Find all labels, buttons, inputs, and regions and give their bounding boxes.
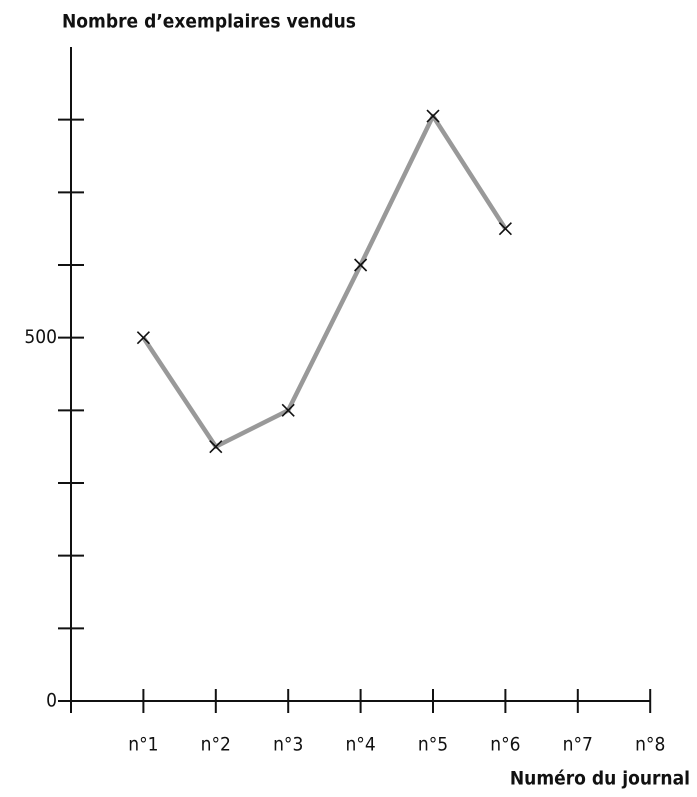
- x-tick-label: n°1: [128, 734, 158, 756]
- data-marker: [498, 222, 512, 236]
- data-marker: [281, 403, 295, 417]
- data-marker: [354, 258, 368, 272]
- x-tick-label: n°2: [201, 734, 231, 756]
- data-marker: [209, 440, 223, 454]
- x-tick-label: n°8: [635, 734, 665, 756]
- x-axis-label: Numéro du journal: [510, 768, 690, 790]
- y-tick-label: 500: [24, 326, 57, 348]
- x-tick-label: n°6: [490, 734, 520, 756]
- x-tick-label: n°4: [345, 734, 375, 756]
- x-tick-label: n°5: [418, 734, 448, 756]
- x-tick-label: n°7: [563, 734, 593, 756]
- y-axis-label: Nombre d’exemplaires vendus: [62, 11, 356, 33]
- data-line: [141, 113, 508, 449]
- x-tick-label: n°3: [273, 734, 303, 756]
- data-marker: [426, 109, 440, 123]
- y-tick-label: 0: [46, 690, 57, 712]
- data-marker: [136, 331, 150, 345]
